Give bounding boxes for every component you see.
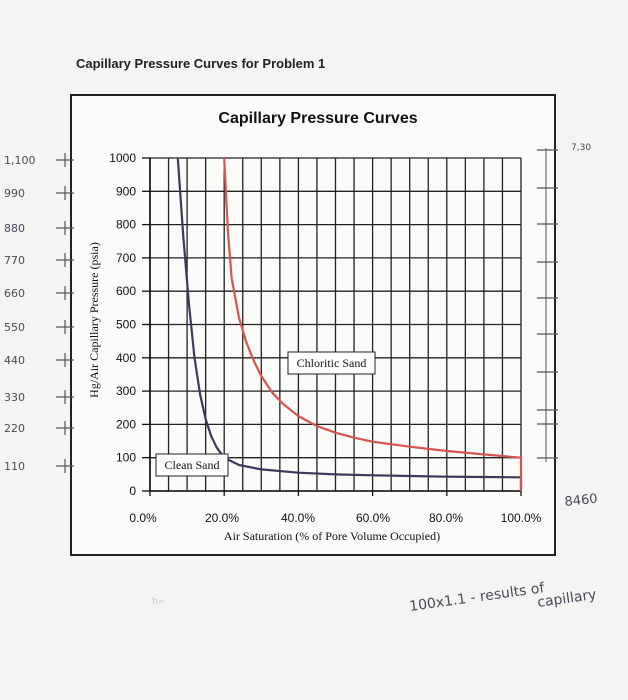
series-label-chloritic-sand: Chloritic Sand — [297, 356, 367, 370]
x-tick-label: 100.0% — [501, 511, 542, 525]
y-tick-label: 0 — [129, 484, 136, 498]
handwritten-y-value: 550 — [4, 321, 25, 334]
handwritten-y-value: 220 — [4, 422, 25, 435]
label-box-chloritic-sand — [287, 351, 376, 375]
y-tick-label: 600 — [116, 284, 136, 298]
x-tick-label: 20.0% — [205, 511, 239, 525]
handwritten-top-right: 7,30 — [571, 143, 591, 153]
handwritten-y-value: 990 — [4, 187, 25, 200]
handwritten-stray: h= — [152, 597, 165, 607]
y-tick-label: 100 — [116, 451, 136, 465]
handwritten-note-line1: 100x1.1 - results of — [408, 580, 546, 615]
handwritten-y-value: 770 — [4, 254, 25, 267]
axes: 0 100 200 300 400 500 600 700 800 900 1000 0.0% 20.0… — [109, 151, 541, 525]
grid — [149, 157, 522, 492]
page-title: Capillary Pressure Curves for Problem 1 — [76, 56, 326, 71]
handwritten-y-value: 1,100 — [4, 154, 36, 167]
series-label-clean-sand: Clean Sand — [165, 458, 220, 472]
handwritten-note-line2: capillary — [536, 587, 597, 611]
series-line-chloritic-sand — [223, 157, 523, 491]
handwritten-y-value: 880 — [4, 222, 25, 235]
y-tick-label: 800 — [116, 218, 136, 232]
y-tick-label: 700 — [116, 251, 136, 265]
label-box-clean-sand — [155, 453, 229, 477]
series-line-clean-sand — [176, 157, 523, 491]
y-tick-label: 900 — [116, 184, 136, 198]
series-layer — [176, 157, 523, 491]
handwritten-right-ticks — [537, 148, 558, 462]
handwritten-y-value: 330 — [4, 391, 25, 404]
y-axis-label: Hg/Air Capillary Pressure (psia) — [87, 242, 101, 398]
x-tick-label: 60.0% — [356, 511, 390, 525]
y-tick-label: 400 — [116, 351, 136, 365]
handwritten-y-value: 440 — [4, 354, 25, 367]
chart-title: Capillary Pressure Curves — [218, 110, 417, 127]
y-tick-label: 200 — [116, 417, 136, 431]
y-tick-label: 300 — [116, 384, 136, 398]
handwritten-y-values: 1,100 990 880 770 660 550 440 330 220 110 — [4, 153, 74, 473]
series-labels: Chloritic Sand Clean Sand — [155, 351, 376, 477]
handwritten-side-number: 8460 — [564, 492, 598, 510]
x-tick-label: 80.0% — [429, 511, 463, 525]
x-tick-label: 40.0% — [281, 511, 315, 525]
handwritten-y-value: 660 — [4, 287, 25, 300]
handwritten-y-value: 110 — [4, 460, 25, 473]
x-tick-label: 0.0% — [129, 511, 157, 525]
y-tick-label: 500 — [116, 318, 136, 332]
x-axis-label: Air Saturation (% of Pore Volume Occupie… — [224, 529, 440, 543]
y-tick-label: 1000 — [109, 151, 136, 165]
